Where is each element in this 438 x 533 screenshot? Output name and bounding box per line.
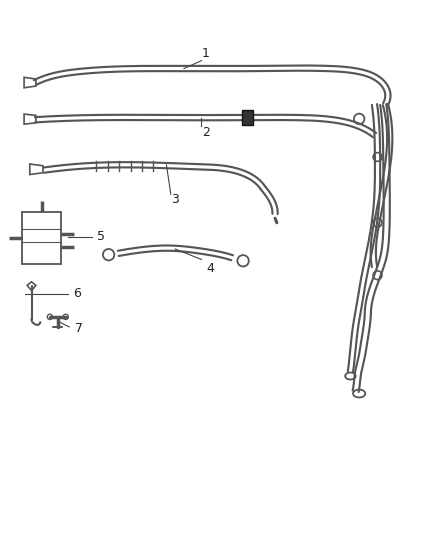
Text: 4: 4: [206, 262, 214, 275]
Text: 7: 7: [75, 322, 83, 335]
Text: 1: 1: [202, 47, 210, 60]
Text: 5: 5: [97, 230, 105, 243]
Text: 3: 3: [171, 193, 179, 206]
Text: 6: 6: [74, 287, 81, 300]
Bar: [22, 212, 61, 264]
Bar: [242, 110, 253, 125]
Text: 2: 2: [202, 126, 210, 139]
